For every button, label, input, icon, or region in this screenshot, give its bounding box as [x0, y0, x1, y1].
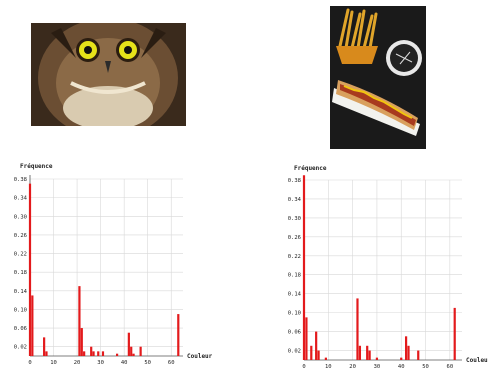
histogram-bar [45, 351, 48, 356]
x-tick-label: 20 [349, 364, 356, 370]
y-tick-label: 0.26 [14, 233, 27, 239]
histogram-bar [130, 346, 133, 356]
histogram-bar [80, 328, 83, 356]
color-histogram-left: 0.02 0.06 0.10 0.14 0.18 0.22 0.26 0.30 0.34 0.38… [14, 163, 213, 366]
y-tick-label: 0.38 [288, 178, 301, 184]
x-tick-label: 60 [168, 360, 175, 366]
histogram-bar [407, 345, 410, 360]
y-tick-label: 0.22 [14, 252, 27, 258]
x-tick-label: 30 [374, 364, 381, 370]
histogram-bar [78, 286, 81, 356]
x-tick-label: 50 [422, 364, 429, 370]
histogram-bar [132, 353, 135, 356]
y-tick-label: 0.02 [288, 349, 301, 355]
histogram-bar [453, 307, 456, 360]
histogram-bar [400, 357, 403, 360]
histogram-bar [315, 331, 318, 360]
x-tick-label: 10 [50, 360, 57, 366]
x-tick-label: 0 [302, 364, 305, 370]
x-tick-label: 30 [97, 360, 104, 366]
histogram-bar [139, 346, 142, 356]
y-tick-label: 0.34 [14, 196, 28, 202]
color-histogram-right: 0.02 0.06 0.10 0.14 0.18 0.22 0.26 0.30 0.34 0.38… [288, 165, 488, 370]
x-axis-label: Couleur [466, 357, 488, 364]
y-tick-label: 0.14 [14, 289, 28, 295]
x-tick-label: 10 [325, 364, 332, 370]
x-tick-label: 40 [121, 360, 128, 366]
histogram-bar [302, 175, 306, 360]
y-tick-label: 0.06 [288, 330, 301, 336]
y-tick-label: 0.18 [14, 270, 27, 276]
x-tick-label: 20 [74, 360, 81, 366]
histogram-bar [90, 346, 93, 356]
y-tick-label: 0.10 [14, 307, 27, 313]
x-tick-label: 0 [28, 360, 31, 366]
histogram-bar [127, 332, 130, 356]
x-tick-label: 40 [398, 364, 405, 370]
histogram-bar [43, 337, 46, 356]
histogram-bar [28, 183, 32, 356]
histogram-bar [375, 357, 379, 360]
histogram-bar [83, 351, 86, 356]
y-tick-label: 0.18 [288, 273, 301, 279]
histogram-bar [115, 353, 119, 356]
histogram-bar [404, 336, 408, 360]
x-tick-label: 60 [447, 364, 454, 370]
y-tick-label: 0.26 [288, 235, 301, 241]
histogram-bar [356, 298, 359, 360]
histogram-bar [324, 357, 327, 360]
y-axis-label: Fréquence [294, 165, 327, 172]
histogram-bar [101, 351, 105, 356]
histogram-bar [366, 345, 369, 360]
y-tick-label: 0.06 [14, 326, 27, 332]
y-tick-label: 0.22 [288, 254, 301, 260]
owl-photo [31, 23, 186, 126]
histogram-bar [31, 295, 34, 356]
histogram-bar [97, 351, 100, 356]
x-tick-label: 50 [144, 360, 151, 366]
histogram-bar [305, 317, 308, 360]
y-tick-label: 0.14 [288, 292, 302, 298]
histogram-bar [368, 350, 371, 360]
histogram-bar [310, 345, 313, 360]
histogram-bar [317, 350, 320, 360]
y-tick-label: 0.10 [288, 311, 301, 317]
histogram-bar [92, 351, 95, 356]
histogram-bar [177, 314, 180, 356]
y-tick-label: 0.30 [14, 214, 27, 220]
hotdog-photo [330, 6, 426, 149]
y-tick-label: 0.30 [288, 216, 301, 222]
histogram-bar [358, 345, 362, 360]
y-tick-label: 0.38 [14, 177, 27, 183]
y-tick-label: 0.02 [14, 345, 27, 351]
y-tick-label: 0.34 [288, 197, 302, 203]
y-axis-label: Fréquence [20, 163, 53, 170]
x-axis-label: Couleur [187, 353, 213, 360]
histogram-bar [417, 350, 420, 360]
